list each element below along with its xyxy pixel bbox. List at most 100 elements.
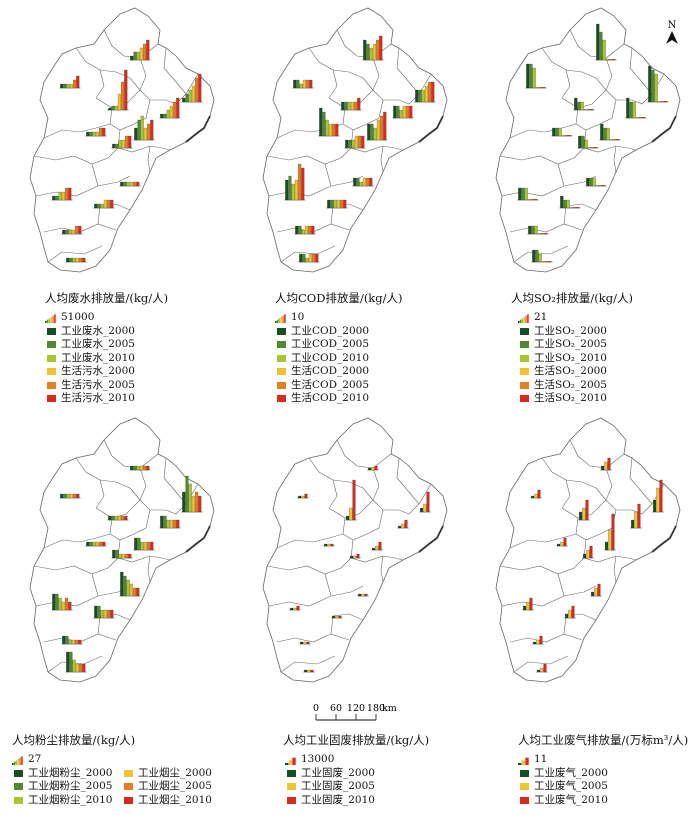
bar-wastewater-2-3	[117, 93, 121, 111]
bar-group	[551, 127, 573, 137]
bar-group	[85, 541, 107, 547]
bar-so2-5-3	[609, 139, 613, 141]
bar-cod-6-1	[348, 139, 352, 149]
bar-solid-5-2	[378, 541, 382, 551]
bar-group	[61, 225, 83, 235]
bar-gas-9-2	[571, 605, 575, 619]
legend-label: 工业固废_2005	[301, 780, 375, 792]
bar-cod-4-0	[393, 105, 397, 119]
bar-solid-12-2	[364, 593, 368, 597]
bar-cod-10-0	[295, 225, 299, 235]
legend-item: 工业烟粉尘_2005	[12, 780, 112, 794]
bar-so2-1-4	[609, 59, 613, 61]
bar-solid-9-1	[335, 615, 339, 619]
bar-solid-9-2	[338, 615, 342, 619]
bar-cod-4-5	[409, 105, 413, 119]
bar-cod-6-2	[351, 139, 355, 149]
legend-label: 生活SO₂_2000	[534, 365, 607, 377]
bar-cod-2-4	[354, 101, 358, 111]
bar-dust-5-5	[150, 541, 154, 551]
legend-item: 工业烟尘_2000	[122, 767, 212, 781]
legend-label: 工业废水_2005	[61, 338, 135, 350]
legend-item: 工业烟尘_2010	[122, 794, 212, 808]
bar-dust-10-5	[78, 639, 82, 645]
legend-item: 工业COD_2010	[275, 352, 369, 366]
legend-swatch	[520, 341, 529, 348]
bar-dust-0-0	[60, 493, 64, 499]
bar-so2-8-5	[534, 199, 538, 201]
bar-wastewater-10-5	[78, 225, 82, 235]
legend-label: 工业SO₂_2010	[534, 351, 607, 364]
bar-group	[362, 35, 384, 61]
legend-item: 工业废水_2010	[45, 352, 135, 366]
bar-wastewater-5-4	[147, 123, 151, 141]
legend-label: 工业烟尘_2000	[138, 766, 212, 779]
bar-solid-7-1	[327, 543, 331, 547]
bar-group	[107, 515, 129, 521]
bar-gas-5-2	[611, 513, 615, 551]
bar-dust-2-5	[124, 515, 128, 521]
legend-swatch	[520, 796, 529, 804]
bar-dust-2-4	[121, 515, 125, 521]
map-cod	[262, 7, 448, 273]
bar-wastewater-12-4	[133, 181, 137, 187]
legend-label: 生活COD_2000	[291, 365, 370, 377]
bar-wastewater-6-5	[128, 135, 132, 149]
bar-solid-4-2	[404, 519, 408, 529]
map-dust	[29, 417, 215, 683]
legend-label: 工业废水_2000	[61, 324, 135, 337]
bar-dust-9-2	[100, 609, 104, 619]
bar-solid-3-2	[426, 491, 430, 513]
map-gas	[495, 417, 681, 683]
legend-label: 生活污水_2005	[61, 378, 135, 391]
legend-scale: 27	[12, 753, 232, 767]
legend-item: 生活污水_2010	[45, 392, 135, 406]
bar-dust-3-3	[191, 495, 195, 513]
legend-swatch	[124, 783, 133, 790]
bar-group	[600, 457, 612, 471]
bar-cod-9-4	[340, 199, 344, 209]
legend-item: 生活COD_2010	[275, 392, 369, 406]
bar-so2-2-0	[574, 97, 578, 111]
bar-dust-2-2	[114, 515, 118, 521]
legend-label: 生活SO₂_2010	[534, 392, 607, 404]
legend-label: 生活SO₂_2005	[534, 378, 607, 391]
bar-group	[564, 605, 576, 619]
bar-so2-8-0	[518, 187, 522, 201]
bar-group	[625, 97, 647, 119]
legend-label: 工业COD_2005	[291, 338, 370, 350]
bar-group	[531, 249, 553, 263]
bar-cod-9-3	[336, 199, 340, 209]
map-so2	[495, 7, 681, 273]
bar-group	[284, 163, 306, 201]
bar-dust-4-0	[160, 515, 164, 529]
bar-wastewater-0-2	[66, 83, 70, 89]
bar-gas-5-0	[605, 541, 609, 551]
bar-dust-3-0	[182, 491, 186, 513]
bar-cod-4-2	[399, 109, 403, 119]
scale-bar: 0 60 120 180 km	[308, 702, 438, 728]
bar-wastewater-6-3	[121, 139, 125, 149]
bar-wastewater-0-0	[60, 83, 64, 89]
bar-group	[318, 107, 340, 137]
bar-group	[366, 111, 388, 141]
bar-group	[536, 663, 548, 673]
bar-wastewater-4-1	[163, 113, 167, 119]
legend-scale-value: 21	[534, 311, 548, 323]
legend-item: 工业废水_2000	[45, 325, 135, 339]
bar-gas-12-2	[597, 583, 601, 597]
bar-cod-11-0	[299, 253, 303, 263]
bar-so2-3-0	[648, 65, 652, 103]
bar-wastewater-0-5	[76, 75, 80, 89]
bar-dust-0-1	[63, 493, 67, 499]
bar-dust-11-2	[72, 659, 76, 673]
bar-so2-0-3	[535, 87, 539, 89]
bar-group	[652, 479, 664, 513]
bar-so2-11-5	[548, 261, 552, 263]
bar-cod-3-3	[424, 85, 428, 103]
bar-wastewater-8-1	[55, 195, 59, 201]
bar-cod-10-2	[301, 229, 305, 235]
bar-solid-3-1	[423, 503, 427, 513]
bar-dust-8-3	[61, 601, 65, 611]
bar-wastewater-1-2	[136, 51, 140, 61]
